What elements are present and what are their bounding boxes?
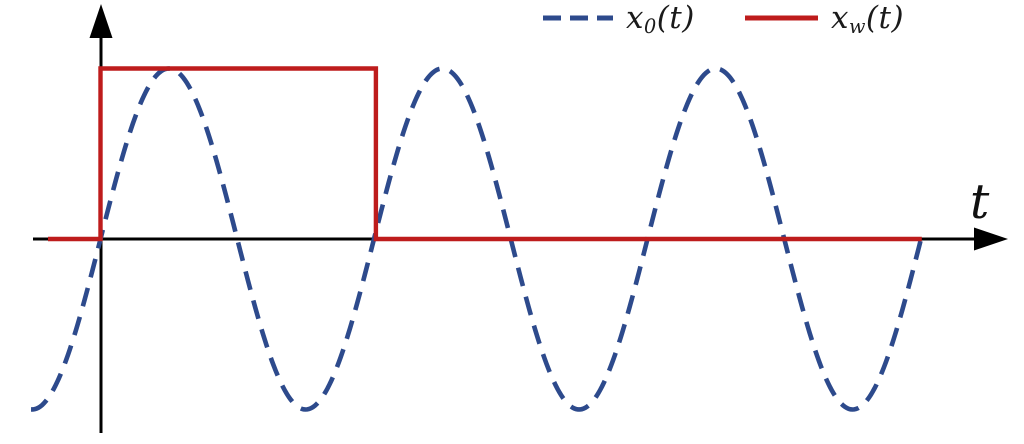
legend-label-xw: xw(t) <box>831 0 905 38</box>
legend-label-x0-sub: 0 <box>643 14 657 38</box>
window-curve <box>48 66 922 242</box>
y-axis-arrowhead <box>89 4 113 38</box>
dashed-line-sample <box>543 15 613 21</box>
legend-label-xw-base: x <box>831 0 849 36</box>
legend-label-x0-base: x <box>626 0 644 36</box>
x-axis-arrowhead <box>974 227 1008 251</box>
x-axis-label: t <box>970 174 990 230</box>
legend-label-xw-sub: w <box>848 14 866 38</box>
legend-item-x0: x0(t) <box>543 0 695 38</box>
legend-item-xw: xw(t) <box>745 0 905 38</box>
solid-line-sample <box>745 15 818 21</box>
legend-label-x0: x0(t) <box>626 0 695 38</box>
legend-label-xw-args: (t) <box>865 0 905 36</box>
sine-curve <box>31 66 924 412</box>
legend-label-x0-args: (t) <box>656 0 695 36</box>
